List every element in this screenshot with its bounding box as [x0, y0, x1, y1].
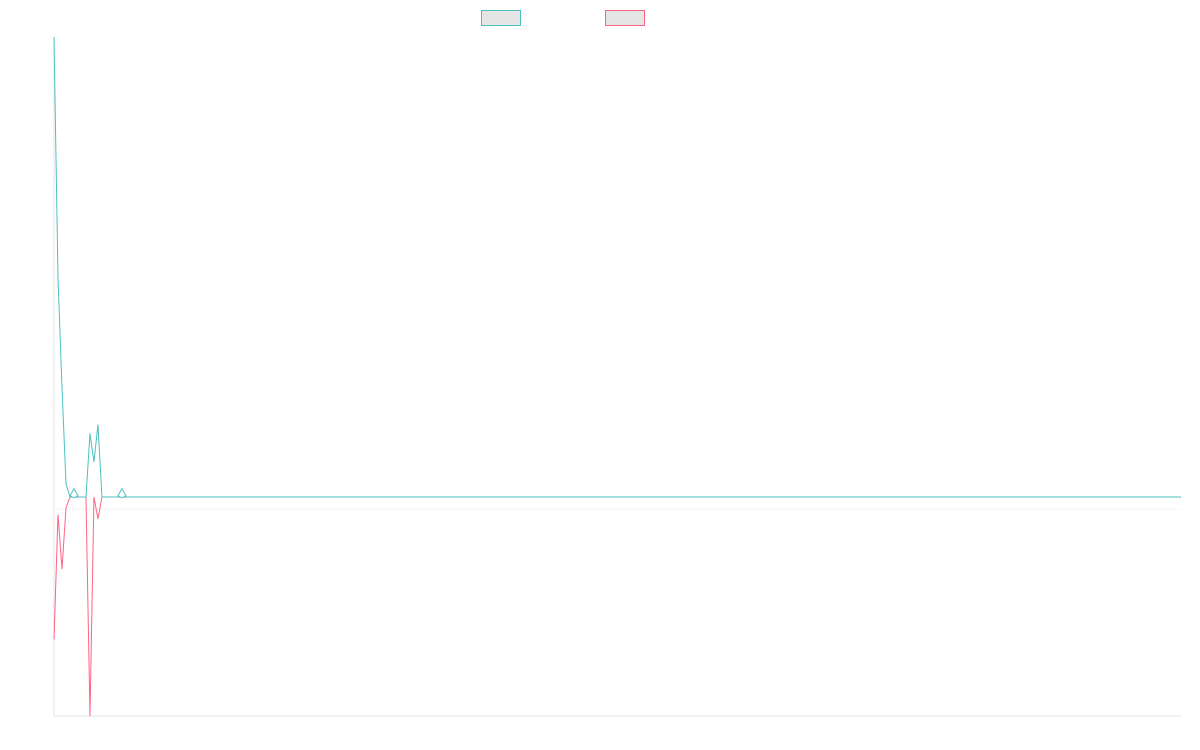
series-2-line: [53, 496, 1181, 717]
series-1-marker: [117, 487, 127, 499]
axes: [53, 37, 1181, 717]
series-1-line: [53, 36, 1181, 498]
legend-swatch-series-1: [481, 10, 521, 26]
series-1-marker: [69, 487, 79, 499]
legend[interactable]: [481, 10, 645, 26]
legend-swatch-series-2: [605, 10, 645, 26]
plot-area: [53, 36, 1181, 717]
